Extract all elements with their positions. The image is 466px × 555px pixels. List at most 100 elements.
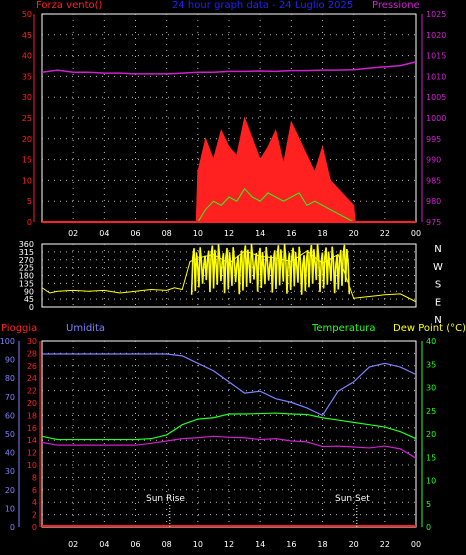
rain-tick-label: 30: [27, 337, 37, 346]
humidity-tick-label: 100: [0, 337, 15, 346]
humidity-tick-label: 40: [5, 449, 15, 458]
x-tick-label: 18: [317, 540, 327, 549]
x-tick-label: 14: [255, 229, 265, 238]
x-tick-label: 02: [68, 229, 78, 238]
wind-green-line: [42, 187, 416, 223]
sunrise-label: Sun Rise: [146, 494, 185, 504]
x-tick-label: 04: [99, 540, 109, 549]
wind-tick-label: 30: [22, 93, 32, 102]
compass-label: E: [435, 297, 441, 308]
humidity-tick-label: 70: [5, 393, 15, 402]
pressure-tick-label: 1015: [426, 52, 446, 61]
rain-tick-label: 28: [27, 349, 37, 358]
x-tick-label: 10: [193, 229, 203, 238]
humidity-temperature-chart: 0246810121416182022242628300102030405060…: [0, 337, 436, 549]
x-tick-label: 10: [193, 540, 203, 549]
humidity-axis-title: Umidita: [66, 323, 106, 334]
x-tick-label: 06: [130, 540, 140, 549]
direction-burst: [190, 244, 351, 295]
x-tick-label: 00: [411, 540, 421, 549]
humidity-tick-label: 0: [10, 523, 15, 532]
wind-tick-label: 40: [22, 52, 32, 61]
pressure-tick-label: 1010: [426, 72, 446, 81]
pressure-tick-label: 990: [426, 156, 441, 165]
humidity-tick-label: 20: [5, 486, 15, 495]
pressure-tick-label: 1000: [426, 114, 446, 123]
pressure-axis-title: Pressione: [372, 0, 420, 11]
direction-tick-label: 315: [19, 248, 34, 257]
temperature-tick-label: 40: [426, 337, 436, 346]
x-tick-label: 20: [349, 229, 359, 238]
chart-title: 24 hour graph data - 24 Luglio 2025: [172, 0, 354, 11]
temperature-tick-label: 30: [426, 384, 436, 393]
compass-label: N: [434, 315, 441, 326]
compass-label: N: [434, 244, 441, 255]
temperature-tick-label: 25: [426, 407, 436, 416]
direction-tick-label: 45: [24, 295, 34, 304]
rain-tick-label: 18: [27, 411, 37, 420]
pressure-tick-label: 995: [426, 135, 441, 144]
rain-tick-label: 22: [27, 387, 37, 396]
x-tick-label: 22: [380, 229, 390, 238]
humidity-tick-label: 50: [5, 430, 15, 439]
pressure-tick-label: 1005: [426, 93, 446, 102]
temperature-tick-label: 0: [426, 523, 431, 532]
wind-tick-label: 35: [22, 72, 32, 81]
pressure-tick-label: 980: [426, 197, 441, 206]
rain-tick-label: 12: [27, 449, 37, 458]
pressure-tick-label: 985: [426, 176, 441, 185]
rain-tick-label: 14: [27, 436, 37, 445]
wind-tick-label: 15: [22, 156, 32, 165]
sunset-label: Sun Set: [335, 494, 370, 504]
pressure-tick-label: 1025: [426, 10, 446, 19]
x-tick-label: 08: [162, 540, 172, 549]
temperature-tick-label: 5: [426, 500, 431, 509]
temperature-tick-label: 35: [426, 360, 436, 369]
x-tick-label: 06: [130, 229, 140, 238]
pressure-tick-label: 975: [426, 218, 441, 227]
pressure-line: [41, 61, 417, 75]
rain-tick-label: 24: [27, 374, 37, 383]
wind-tick-label: 10: [22, 176, 32, 185]
rain-tick-label: 16: [27, 424, 37, 433]
wind-tick-label: 50: [22, 10, 32, 19]
humidity-line: [42, 353, 417, 417]
direction-tick-label: 270: [19, 256, 34, 265]
x-tick-label: 00: [411, 229, 421, 238]
dewpoint-axis-title: Dew Point (°C): [393, 323, 466, 334]
x-tick-label: 04: [99, 229, 109, 238]
direction-tick-label: 225: [19, 264, 34, 273]
temperature-tick-label: 15: [426, 453, 436, 462]
rain-tick-label: 20: [27, 399, 37, 408]
wind-tick-label: 0: [27, 218, 32, 227]
wind-axis-title: Forza vento(): [36, 0, 103, 11]
humidity-tick-label: 80: [5, 374, 15, 383]
x-tick-label: 12: [224, 229, 234, 238]
wind-tick-label: 25: [22, 114, 32, 123]
x-tick-label: 20: [349, 540, 359, 549]
x-tick-label: 22: [380, 540, 390, 549]
rain-tick-label: 6: [32, 486, 37, 495]
direction-tick-label: 135: [19, 279, 34, 288]
x-tick-label: 16: [286, 229, 296, 238]
wind-tick-label: 45: [22, 31, 32, 40]
humidity-tick-label: 30: [5, 467, 15, 476]
compass-label: W: [433, 262, 443, 273]
temperature-tick-label: 10: [426, 477, 436, 486]
direction-tick-label: 0: [29, 303, 34, 312]
temperature-axis-title: Temperatura: [312, 323, 376, 334]
x-tick-label: 12: [224, 540, 234, 549]
wind-tick-label: 20: [22, 135, 32, 144]
rain-tick-label: 10: [27, 461, 37, 470]
rain-tick-label: 8: [32, 473, 37, 482]
temperature-line: [41, 412, 417, 441]
rain-tick-label: 0: [32, 523, 37, 532]
humidity-tick-label: 10: [5, 504, 15, 513]
rain-tick-label: 26: [27, 362, 37, 371]
wind-tick-label: 5: [27, 197, 32, 206]
wind-area: [42, 116, 416, 223]
humidity-tick-label: 90: [5, 356, 15, 365]
dewpoint-line: [41, 435, 417, 459]
